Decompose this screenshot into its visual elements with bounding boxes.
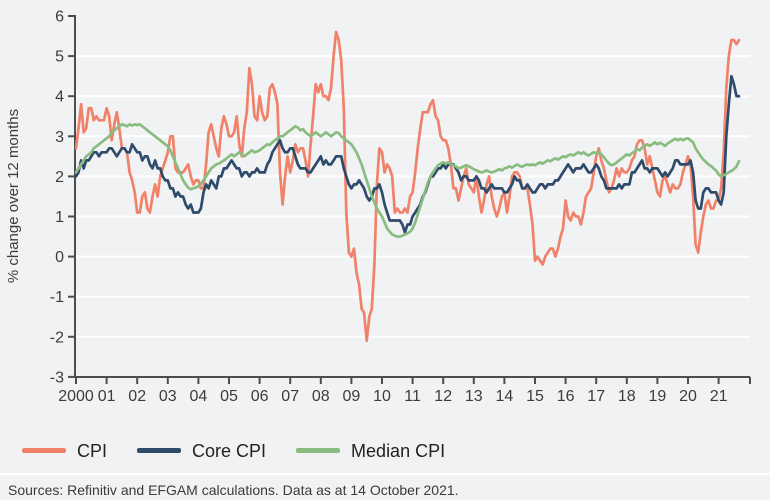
y-tick-label: -2 — [50, 329, 64, 346]
median-cpi-line — [74, 122, 741, 238]
x-tick-label: 08 — [312, 388, 330, 405]
source-note: Sources: Refinitiv and EFGAM calculation… — [8, 482, 459, 498]
y-tick-label: 3 — [55, 129, 64, 146]
legend-item-cpi: CPI — [22, 441, 107, 460]
y-tick-label: 6 — [55, 9, 64, 26]
x-tick-label: 18 — [618, 388, 636, 405]
x-tick-label: 07 — [281, 388, 299, 405]
cpi-legend-swatch — [22, 448, 66, 453]
inflation-chart: % change over 12 months -3-2-10123456200… — [5, 9, 751, 405]
x-tick-label: 13 — [465, 388, 483, 405]
x-tick-label: 04 — [190, 388, 208, 405]
y-tick-label: 5 — [55, 49, 64, 66]
x-tick-label: 09 — [343, 388, 361, 405]
y-tick-label: 0 — [55, 249, 64, 266]
x-tick-label: 10 — [373, 388, 391, 405]
legend-item-core-cpi: Core CPI — [137, 441, 266, 460]
cpi-line — [74, 30, 741, 343]
x-tick-label: 17 — [587, 388, 605, 405]
y-tick-label: 1 — [55, 209, 64, 226]
y-tick-label: -1 — [50, 289, 64, 306]
median-cpi-legend-swatch — [296, 448, 341, 453]
x-tick-label: 02 — [128, 388, 146, 405]
cpi-legend-label: CPI — [77, 441, 108, 461]
x-tick-label: 19 — [649, 388, 667, 405]
core-cpi-legend-swatch — [137, 448, 182, 453]
x-tick-label: 2000 — [58, 388, 94, 405]
y-axis-title: % change over 12 months — [5, 109, 22, 283]
x-tick-label: 11 — [404, 388, 421, 405]
x-tick-label: 03 — [159, 388, 177, 405]
x-tick-label: 12 — [434, 388, 452, 405]
x-tick-label: 14 — [496, 388, 514, 405]
x-tick-label: 16 — [557, 388, 575, 405]
y-tick-label: 4 — [55, 89, 64, 106]
chart-legend: CPI Core CPI Median CPI — [22, 441, 770, 460]
median-cpi-legend-label: Median CPI — [351, 441, 446, 461]
legend-item-median-cpi: Median CPI — [296, 441, 445, 460]
x-tick-label: 20 — [679, 388, 697, 405]
y-tick-label: 2 — [55, 169, 64, 186]
x-tick-label: 05 — [220, 388, 238, 405]
x-tick-label: 21 — [710, 388, 728, 405]
core-cpi-legend-label: Core CPI — [192, 441, 267, 461]
footer-divider — [0, 473, 770, 475]
x-tick-label: 15 — [526, 388, 544, 405]
core-cpi-line — [74, 74, 741, 234]
y-tick-label: -3 — [50, 369, 64, 386]
x-tick-label: 01 — [98, 388, 116, 405]
x-tick-label: 06 — [251, 388, 269, 405]
